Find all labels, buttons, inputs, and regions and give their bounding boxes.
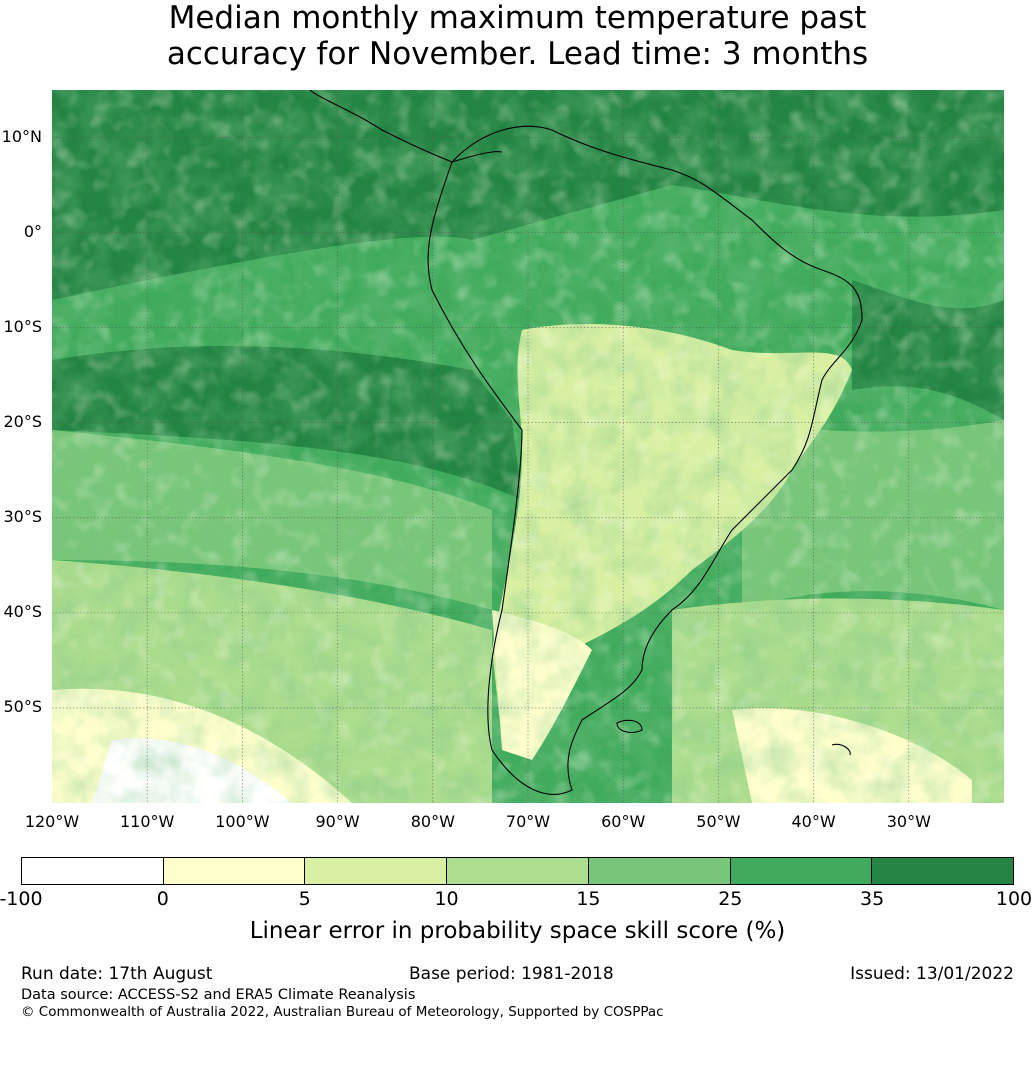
colorbar-segment (588, 858, 731, 884)
longitude-label: 70°W (505, 812, 551, 831)
issued-date: Issued: 13/01/2022 (850, 964, 1014, 984)
skill-score-map (52, 90, 1004, 803)
longitude-label: 120°W (24, 812, 80, 831)
gridlines (52, 90, 1004, 803)
longitude-label: 50°W (696, 812, 741, 831)
colorbar-tick-label: 10 (434, 888, 459, 910)
title-line-1: Median monthly maximum temperature past (168, 0, 867, 36)
colorbar-segment (872, 858, 1014, 884)
longitude-label: 90°W (315, 812, 360, 831)
map-title: Median monthly maximum temperature past … (0, 0, 1035, 72)
longitude-label: 60°W (601, 812, 646, 831)
coastline-central-america (309, 90, 503, 163)
colorbar-tick-label: 0 (156, 888, 169, 910)
colorbar-tick-label: 25 (718, 888, 743, 910)
latitude-label: 40°S (3, 601, 42, 621)
colorbar-tick-label: 100 (995, 888, 1033, 910)
coastline (309, 90, 863, 795)
latitude-label: 10°S (3, 316, 42, 336)
title-line-2: accuracy for November. Lead time: 3 mont… (166, 36, 869, 72)
coastline-falklands (616, 719, 643, 733)
run-date: Run date: 17th August (21, 964, 213, 984)
coastline-south-america (427, 125, 863, 795)
colorbar-tick-label: 15 (576, 888, 601, 910)
colorbar-tick-label: 35 (860, 888, 885, 910)
base-period: Base period: 1981-2018 (409, 964, 614, 984)
longitude-label: 100°W (215, 812, 270, 831)
latitude-label: 0° (23, 221, 42, 241)
latitude-label: 10°N (1, 126, 42, 146)
colorbar-label: Linear error in probability space skill … (249, 918, 786, 944)
colorbar-segment (447, 858, 589, 884)
colorbar-tick-label: 5 (298, 888, 311, 910)
latitude-label: 20°S (3, 411, 42, 431)
longitude-label: 40°W (791, 812, 836, 831)
data-source: Data source: ACCESS-S2 and ERA5 Climate … (21, 987, 416, 1003)
longitude-label: 80°W (410, 812, 455, 831)
colorbar (21, 857, 1014, 885)
coastline-south-georgia (831, 743, 851, 756)
longitude-label: 30°W (886, 812, 931, 831)
colorbar-segment (163, 858, 306, 884)
texture-light (52, 90, 1004, 803)
colorbar-segment (22, 858, 164, 884)
latitude-label: 50°S (3, 696, 42, 716)
colorbar-tick-label: -100 (0, 888, 43, 910)
longitude-label: 110°W (120, 812, 175, 831)
map-canvas (52, 90, 1004, 803)
copyright: © Commonwealth of Australia 2022, Austra… (21, 1004, 664, 1020)
colorbar-segment (305, 858, 448, 884)
latitude-label: 30°S (3, 506, 42, 526)
colorbar-segment (730, 858, 873, 884)
